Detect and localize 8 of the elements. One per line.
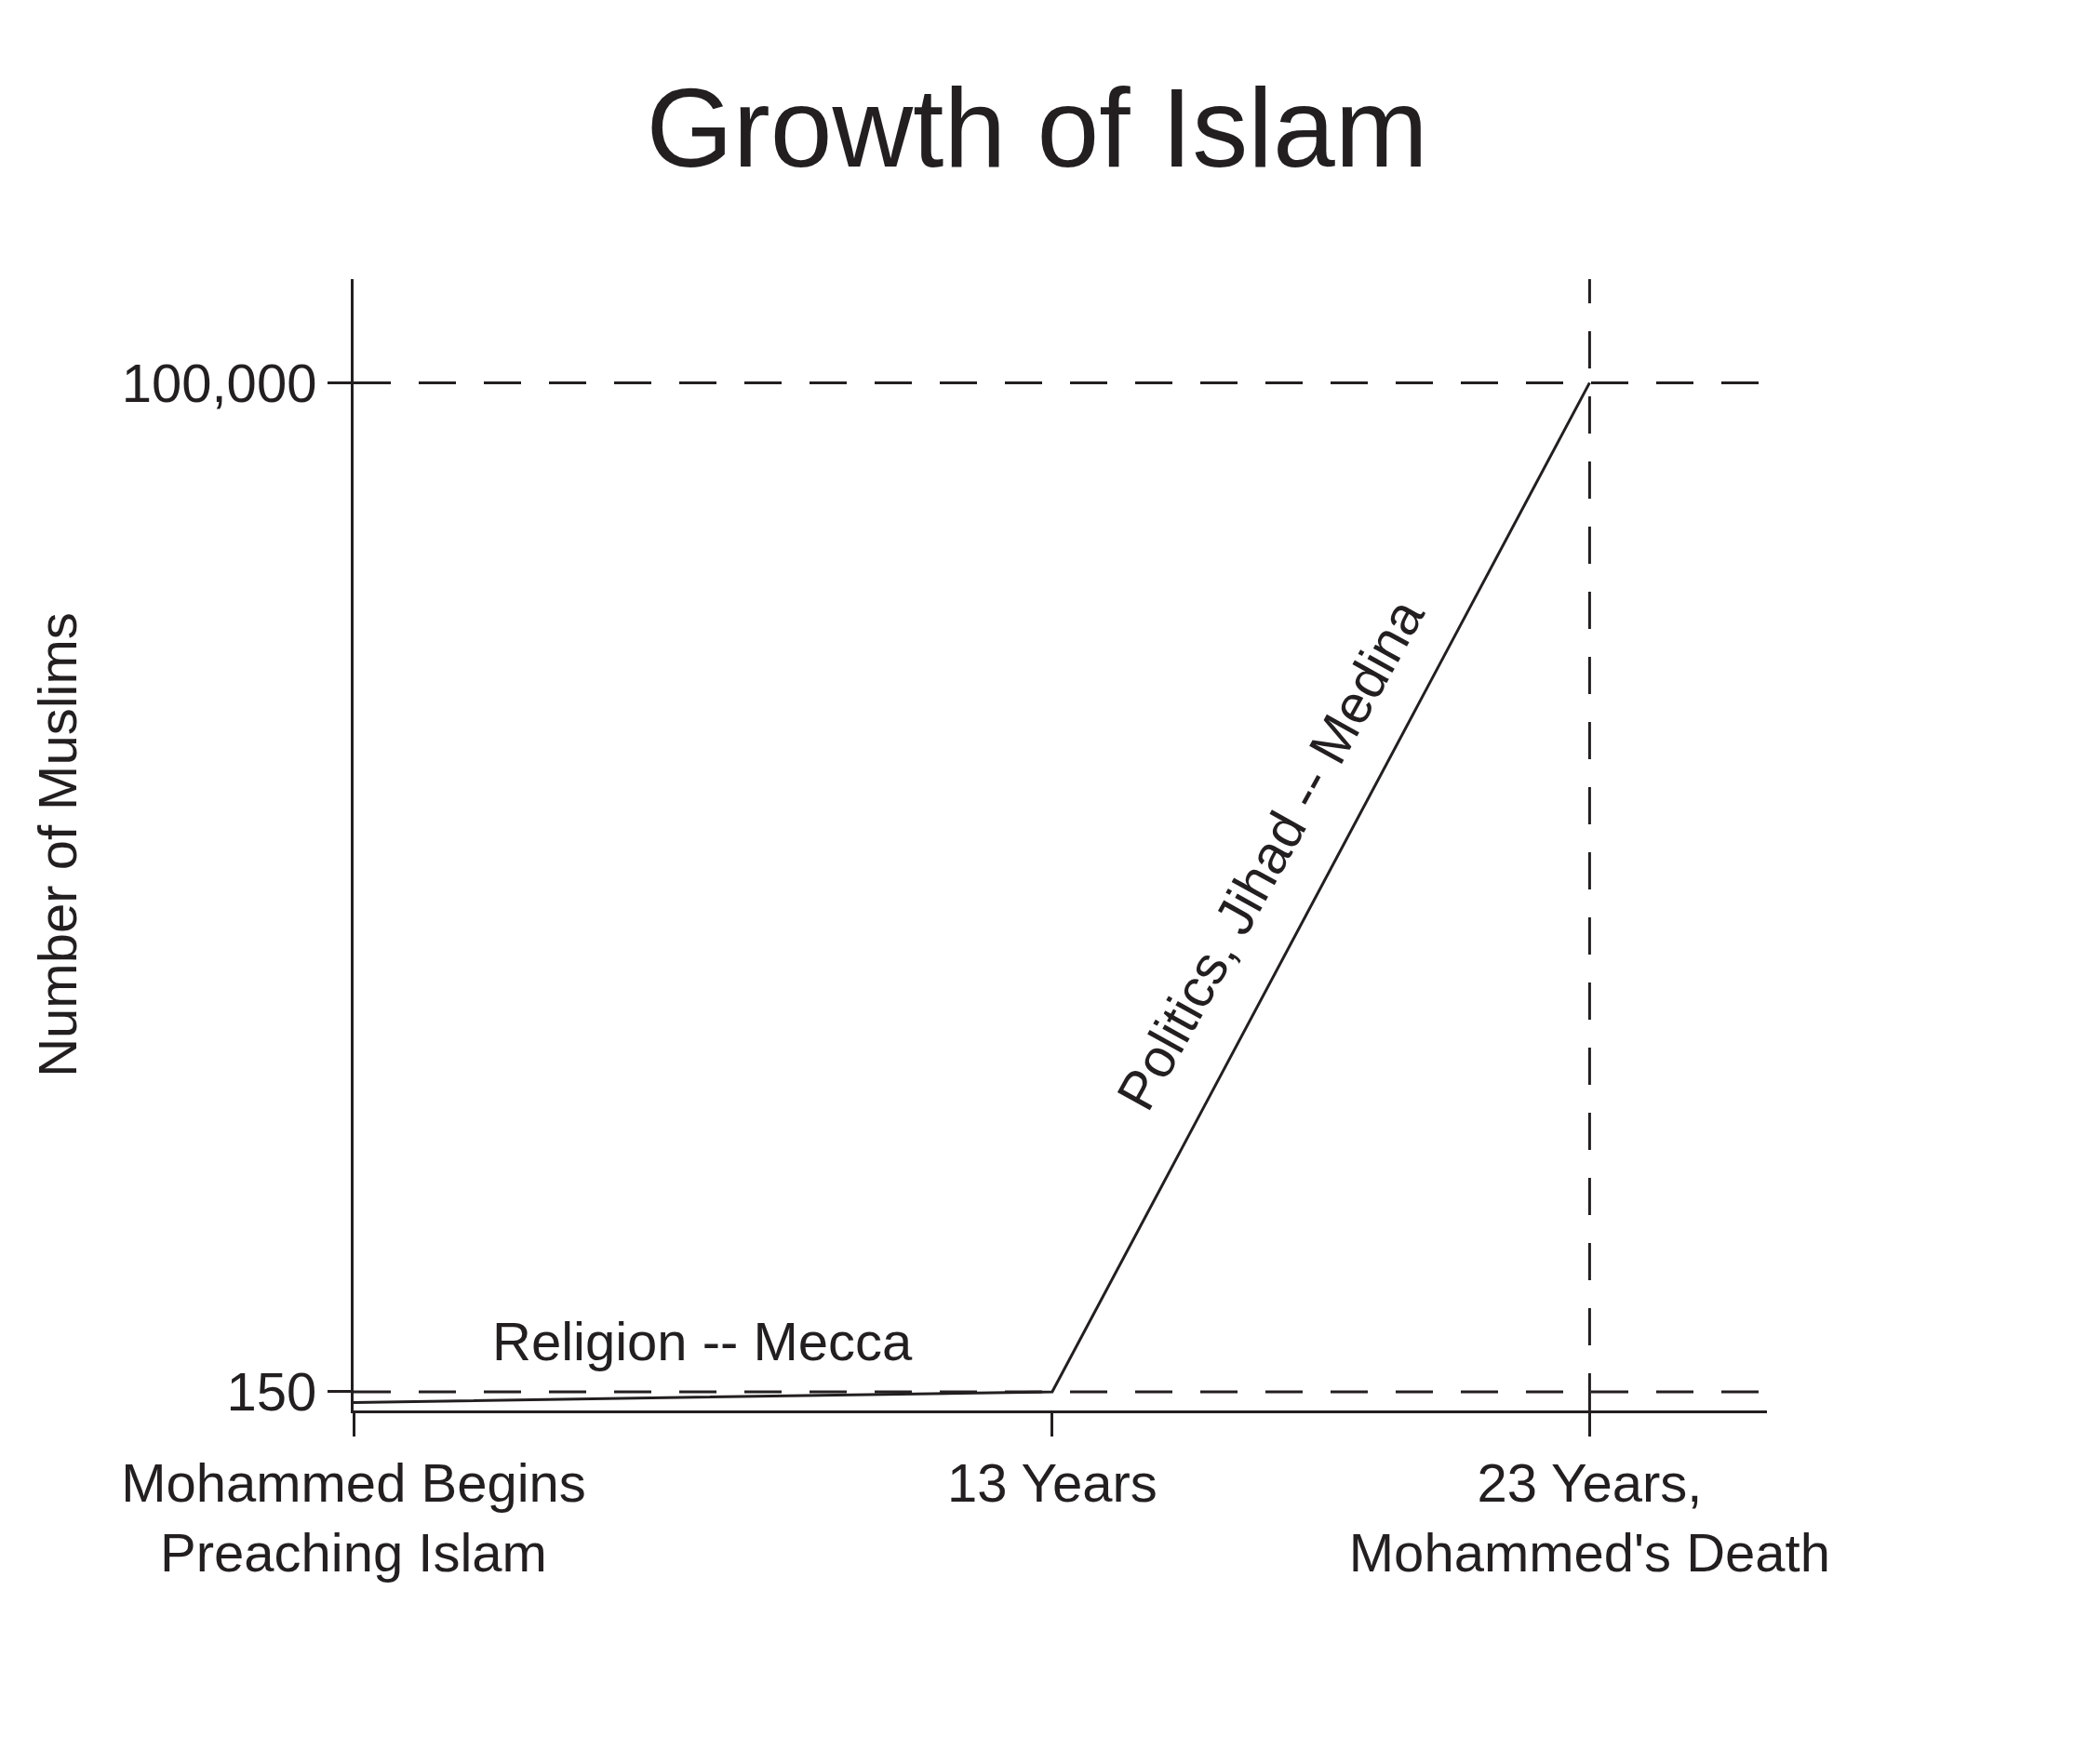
annotation: Religion -- Mecca [492,1311,913,1371]
x-tick-label: 13 Years [946,1451,1157,1513]
y-tick-label: 100,000 [121,352,317,413]
y-axis-title: Number of Muslims [26,612,87,1077]
chart-title: Growth of Islam [646,64,1428,190]
y-tick-label: 150 [226,1361,317,1423]
x-tick-label: Mohammed Begins Preaching Islam [121,1451,586,1583]
x-tick-label: 23 Years, Mohammed's Death [1348,1451,1830,1583]
